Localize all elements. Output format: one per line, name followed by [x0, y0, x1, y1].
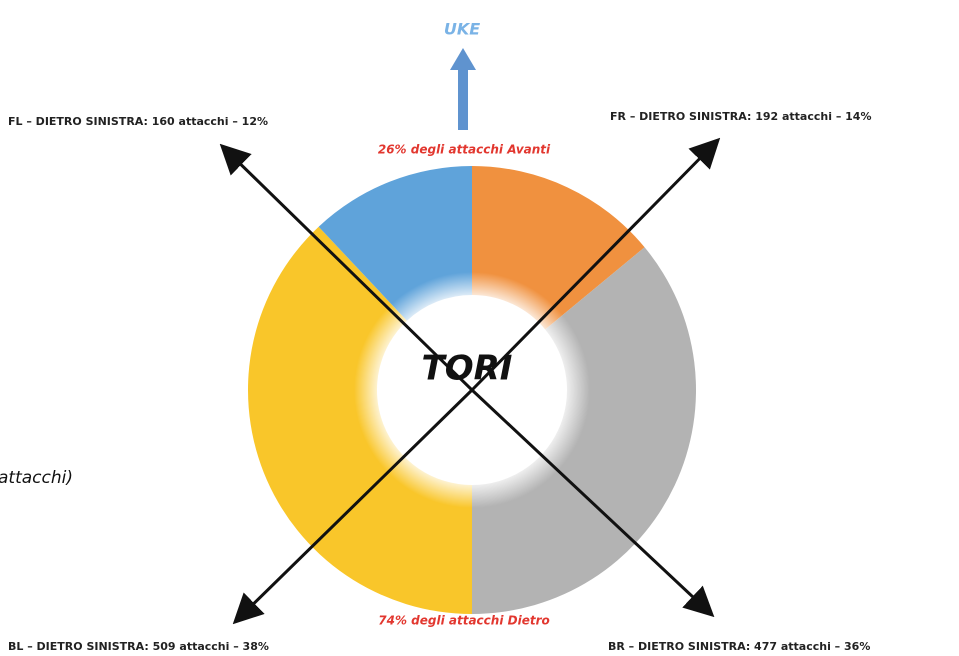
slice [472, 247, 696, 614]
arrow-fr [470, 137, 721, 392]
annotation: attacchi) [0, 468, 73, 488]
uke-arrow-shaft [458, 68, 468, 130]
uke-label: UKE [444, 20, 480, 39]
slice-label: BL – DIETRO SINISTRA: 509 attacchi – 38% [8, 640, 269, 653]
arrows [219, 137, 721, 625]
annotation: 26% degli attacchi Avanti [378, 143, 551, 157]
arrow-br [470, 388, 715, 618]
slice-label: BR – DIETRO SINISTRA: 477 attacchi – 36% [608, 640, 870, 653]
annotation: 74% degli attacchi Dietro [378, 614, 549, 628]
arrow-bl [232, 388, 474, 625]
center-title: TORI [422, 349, 513, 389]
uke-arrow-head [450, 48, 476, 70]
slice-label: FR – DIETRO SINISTRA: 192 attacchi – 14% [610, 110, 871, 123]
slice-label: FL – DIETRO SINISTRA: 160 attacchi – 12% [8, 115, 268, 128]
arrow-fl [219, 143, 474, 392]
